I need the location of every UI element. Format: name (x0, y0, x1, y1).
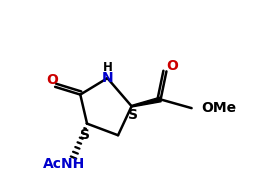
Text: S: S (80, 128, 90, 142)
Polygon shape (132, 97, 161, 107)
Text: O: O (46, 73, 58, 87)
Text: AcNH: AcNH (43, 157, 85, 171)
Text: N: N (102, 71, 113, 85)
Text: S: S (128, 108, 137, 122)
Text: OMe: OMe (201, 101, 236, 115)
Text: O: O (166, 58, 178, 73)
Text: H: H (102, 61, 112, 74)
